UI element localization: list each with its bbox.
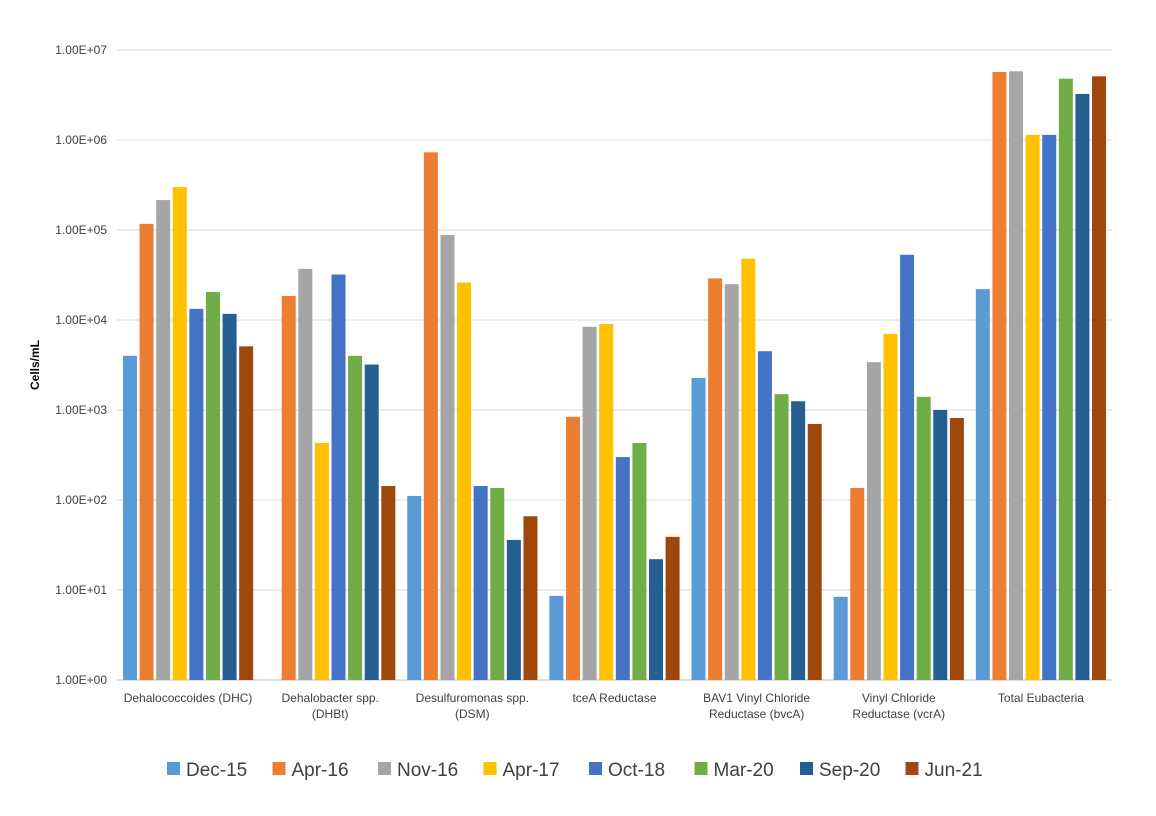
bar-oct-18 — [757, 351, 772, 680]
bar-mar-20 — [490, 487, 505, 680]
bar-apr-17 — [1025, 134, 1040, 681]
legend-label: Mar-20 — [714, 760, 774, 781]
bar-nov-16 — [724, 284, 739, 680]
bar-nov-16 — [440, 234, 455, 680]
y-tick-label: 1.00E+00 — [55, 673, 107, 687]
legend-label: Jun-21 — [925, 760, 983, 781]
bar-sep-20 — [506, 539, 521, 680]
bar-jun-21 — [1092, 76, 1107, 681]
bar-apr-16 — [992, 71, 1007, 681]
bar-mar-20 — [1058, 78, 1073, 680]
y-tick-label: 1.00E+07 — [55, 43, 107, 57]
legend-label: Nov-16 — [397, 760, 458, 781]
bar-mar-20 — [205, 291, 220, 680]
y-tick-label: 1.00E+01 — [55, 583, 107, 597]
legend-label: Oct-18 — [608, 760, 665, 781]
bar-apr-16 — [423, 152, 438, 680]
bar-jun-21 — [949, 417, 964, 680]
x-tick-label: Desulfuromonas spp. — [416, 691, 529, 705]
bar-jun-21 — [239, 346, 254, 680]
legend-swatch — [800, 762, 813, 775]
bar-oct-18 — [615, 457, 630, 680]
y-tick-label: 1.00E+03 — [55, 403, 107, 417]
x-tick-label: Vinyl Chloride — [862, 691, 936, 705]
legend-label: Apr-17 — [503, 760, 560, 781]
bar-apr-17 — [314, 442, 329, 680]
x-tick-label: (DHBt) — [312, 707, 349, 721]
x-tick-label: Reductase (bvcA) — [709, 707, 804, 721]
bar-apr-16 — [850, 487, 865, 680]
bar-apr-17 — [599, 324, 614, 680]
x-tick-label: Total Eubacteria — [998, 691, 1084, 705]
bar-oct-18 — [473, 486, 488, 680]
legend-label: Sep-20 — [819, 760, 880, 781]
bars — [122, 71, 1107, 681]
bar-sep-20 — [791, 401, 806, 680]
bar-apr-16 — [708, 278, 723, 680]
bar-nov-16 — [156, 200, 171, 680]
legend-swatch — [378, 762, 391, 775]
bar-apr-17 — [457, 282, 472, 680]
y-axis-label: Cells/mL — [28, 340, 42, 390]
bar-dec-15 — [975, 289, 990, 680]
bar-sep-20 — [364, 364, 379, 680]
bar-jun-21 — [665, 536, 680, 680]
x-axis-labels: Dehalococcoides (DHC) Dehalobacter spp. (D… — [124, 691, 1085, 721]
bar-mar-20 — [348, 355, 363, 680]
x-tick-label: (DSM) — [455, 707, 490, 721]
bar-dec-15 — [549, 595, 564, 680]
bar-apr-16 — [281, 295, 296, 680]
x-tick-label: Dehalococcoides (DHC) — [124, 691, 253, 705]
legend-swatch — [905, 762, 919, 775]
bar-jun-21 — [523, 516, 538, 680]
bar-dec-15 — [833, 596, 848, 680]
legend-swatch — [167, 762, 180, 775]
bar-dec-15 — [691, 377, 706, 680]
bar-oct-18 — [331, 274, 346, 680]
legend-swatch — [483, 762, 497, 775]
bar-nov-16 — [582, 326, 597, 680]
bar-sep-20 — [222, 313, 237, 680]
bar-nov-16 — [1009, 71, 1024, 680]
y-tick-label: 1.00E+06 — [55, 133, 107, 147]
x-tick-label: Dehalobacter spp. — [282, 691, 379, 705]
bar-oct-18 — [1042, 134, 1057, 681]
bar-apr-17 — [172, 187, 187, 680]
legend-swatch — [694, 762, 708, 775]
bar-apr-16 — [566, 416, 580, 680]
bar-mar-20 — [632, 442, 647, 680]
bar-apr-17 — [883, 333, 898, 680]
legend-label: Apr-16 — [292, 760, 349, 781]
y-tick-label: 1.00E+05 — [55, 223, 107, 237]
legend-label: Dec-15 — [186, 760, 247, 781]
bar-mar-20 — [916, 396, 931, 680]
bar-sep-20 — [933, 410, 948, 680]
legend-swatch — [272, 762, 286, 775]
bar-oct-18 — [189, 308, 204, 680]
bar-dec-15 — [407, 495, 422, 680]
x-tick-label: Reductase (vcrA) — [852, 707, 945, 721]
bar-nov-16 — [298, 268, 313, 680]
legend: Dec-15 Apr-16 Nov-16 Apr-17 Oct-18 Mar-20 Sep-… — [167, 760, 983, 781]
y-tick-label: 1.00E+02 — [55, 493, 107, 507]
bar-oct-18 — [900, 254, 915, 680]
x-tick-label: tceA Reductase — [572, 691, 656, 705]
bar-apr-16 — [139, 223, 154, 680]
bar-dec-15 — [122, 355, 137, 680]
bar-sep-20 — [649, 559, 663, 680]
bar-sep-20 — [1075, 93, 1090, 681]
bar-jun-21 — [381, 486, 396, 680]
bar-mar-20 — [774, 394, 789, 680]
bar-apr-17 — [741, 258, 756, 680]
y-axis-ticks: 1.00E+00 1.00E+01 1.00E+02 1.00E+03 1.00E+04… — [55, 43, 107, 687]
bar-jun-21 — [807, 423, 822, 680]
y-tick-label: 1.00E+04 — [55, 313, 107, 327]
bar-nov-16 — [866, 362, 881, 680]
x-tick-label: BAV1 Vinyl Chloride — [703, 691, 810, 705]
legend-swatch — [589, 762, 602, 775]
